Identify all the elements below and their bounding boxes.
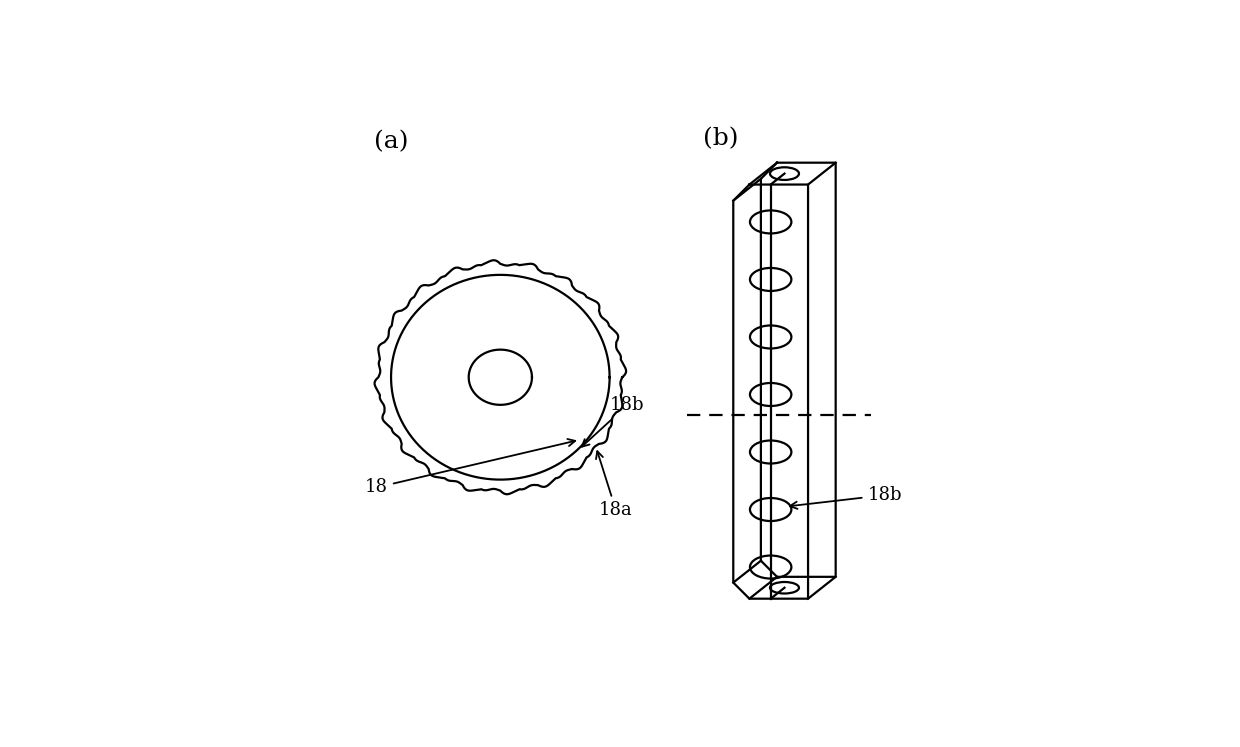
- Text: 18b: 18b: [790, 486, 901, 509]
- Text: (b): (b): [703, 127, 739, 150]
- Text: 18: 18: [365, 439, 575, 497]
- Text: 18a: 18a: [596, 451, 632, 519]
- Text: (a): (a): [373, 130, 408, 153]
- Text: 18b: 18b: [582, 396, 645, 447]
